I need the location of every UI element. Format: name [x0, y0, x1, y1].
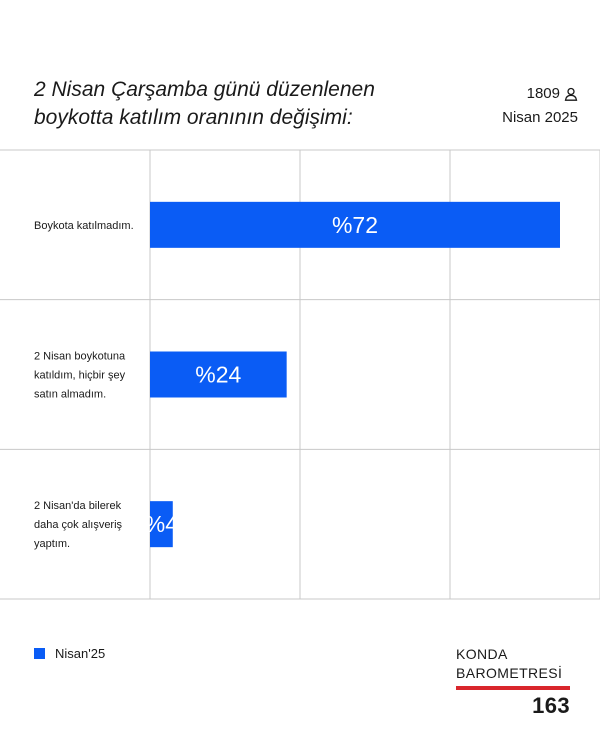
- bar-3: [150, 501, 173, 548]
- brand-rule: [456, 686, 570, 690]
- brand-issue-number: 163: [532, 693, 570, 718]
- chart-title-line-2: boykotta katılım oranının değişimi:: [34, 106, 353, 129]
- category-label-2: 2 Nisan boykotuna: [34, 351, 126, 363]
- legend-label: Nisan'25: [55, 646, 106, 661]
- chart-title: 2 Nisan Çarşamba günü düzenlenen boykott…: [34, 76, 454, 132]
- data-label-1: %72: [332, 212, 378, 238]
- category-label-3: yaptım.: [34, 538, 70, 550]
- bar-1: [150, 201, 560, 248]
- category-label-2: satın almadım.: [34, 389, 106, 401]
- legend-swatch: [34, 648, 45, 659]
- sample-size: 1809: [526, 85, 560, 102]
- category-label-3: daha çok alışveriş: [34, 519, 123, 531]
- chart-title-line-1: 2 Nisan Çarşamba günü düzenlenen: [34, 78, 375, 101]
- data-label-3: %4: [145, 511, 178, 537]
- category-label-1: Boykota katılmadım.: [34, 220, 134, 232]
- person-icon: [564, 87, 578, 101]
- category-label-2: katıldım, hiçbir şey: [34, 370, 126, 382]
- legend: Nisan'25: [34, 646, 105, 661]
- category-label-3: 2 Nisan'da bilerek: [34, 500, 122, 512]
- bar-chart: %72 Boykota katılmadım. %24 2 Nisan boykotu…: [0, 149, 600, 600]
- brand-name-line-1: KONDA: [456, 646, 508, 662]
- survey-meta: 1809 Nisan 2025: [502, 82, 578, 130]
- brand-name-line-2: BAROMETRESİ: [456, 665, 563, 681]
- survey-period: Nisan 2025: [502, 109, 578, 126]
- brand-logo: KONDA BAROMETRESİ 163: [456, 645, 570, 718]
- bar-2: [150, 351, 287, 398]
- data-label-2: %24: [195, 362, 241, 388]
